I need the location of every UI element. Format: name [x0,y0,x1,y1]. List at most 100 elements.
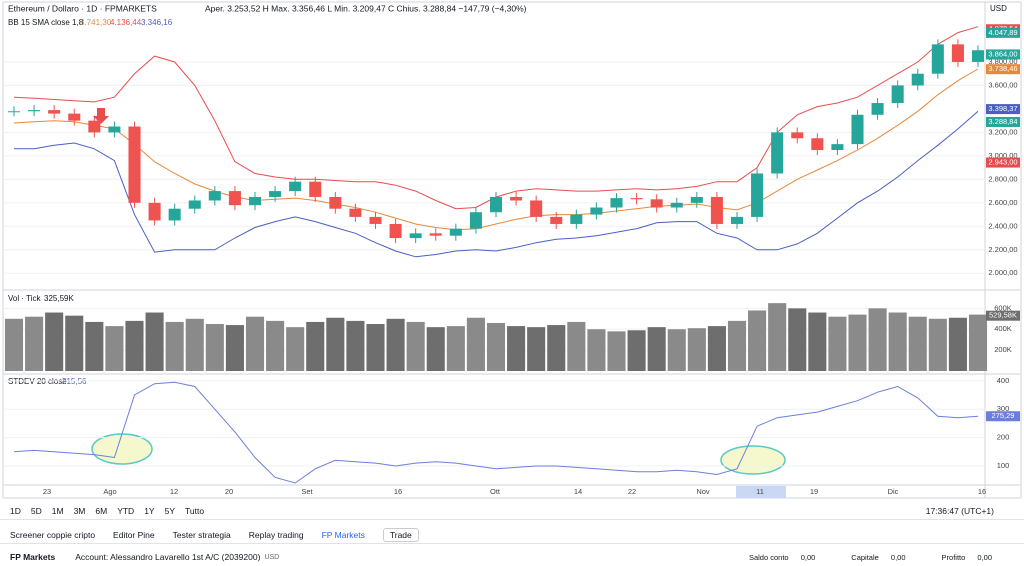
candle-body [510,196,523,201]
y-tick-label: 2.200,00 [988,245,1017,254]
volume-bar [707,326,726,371]
stat-value: 0,00 [800,552,816,562]
candle-body [530,200,543,217]
account-bar: FP Markets Account: Alessandro Lavarello… [0,548,1024,566]
price-tag-label: 3.398,37 [988,104,1017,113]
band-line [14,110,979,258]
volume-bar [727,320,747,371]
volume-bar [828,316,847,371]
x-tick-label: 23 [43,487,51,496]
price-tag-label: 275,29 [992,411,1015,420]
volume-bar [667,329,686,371]
volume-bar [848,314,867,371]
price-tag-label: 4.047,89 [988,28,1017,37]
y-tick-label: 3.600,00 [988,80,1017,89]
candle-body [831,144,844,150]
volume-bar [527,327,546,371]
tab[interactable]: Tester strategia [172,529,231,540]
stdev-value: 215,56 [62,377,87,386]
candle-body [550,216,563,224]
volume-bar [245,316,265,371]
volume-bar [446,326,465,371]
volume-bar [286,327,305,371]
tab[interactable]: Trade [382,527,419,542]
volume-bar [466,317,485,371]
volume-bar [346,320,365,371]
tab[interactable]: Replay trading [248,529,304,540]
chart: Ethereum / Dollaro · 1D · FPMARKETS Aper… [2,1,1022,499]
volume-bar [266,320,285,371]
price-tag [986,64,1020,75]
price-tag-label: 2.943,00 [988,158,1017,167]
candle-body [309,181,322,197]
tab[interactable]: Screener coppie cripto [10,529,96,540]
volume-bar [888,312,907,371]
y-tick-label: 3.000,00 [988,151,1017,160]
range-button[interactable]: 1M [51,506,64,516]
candle-body [710,196,723,224]
volume-bar [306,321,325,371]
candle-body [289,181,302,192]
price-tag [986,27,1020,38]
bb-basis: 3.741,30 [80,18,112,27]
stdev-legend: STDEV 20 close [8,377,67,386]
range-button[interactable]: 1D [10,506,21,516]
tab[interactable]: Editor Pine [113,529,155,540]
candle-body [28,110,41,112]
range-button[interactable]: 1Y [144,506,155,516]
range-button[interactable]: 3M [73,506,86,516]
x-tick-label: Ago [103,487,116,496]
broker: FP Markets [10,552,56,562]
stat-value: 0,00 [890,552,906,562]
volume-bar [165,321,184,371]
price-tag [986,104,1020,115]
stat: Saldo conto 0,00 [749,553,825,562]
range-button[interactable]: Tutto [185,506,205,516]
candle-body [429,233,442,236]
range-button[interactable]: 5Y [164,506,175,516]
x-tick-label: Nov [696,487,710,496]
annotation-ellipse [91,433,153,465]
range-button[interactable]: YTD [117,506,135,516]
candle-body [168,208,181,221]
candle-body [931,44,944,74]
candle-body [449,228,462,236]
range-button[interactable]: 6M [95,506,108,516]
x-tick-label: 16 [978,487,986,496]
account-currency: USD [264,553,280,561]
candle-body [329,196,342,209]
candle-body [369,216,382,224]
price-tag [986,157,1020,168]
volume-bar [607,331,626,371]
account-name[interactable]: Account: Alessandro Lavarello 1st A/C (2… [75,552,261,562]
range-button[interactable]: 5D [30,506,42,516]
stat-label: Saldo conto [748,552,789,562]
annotation-ellipse [720,445,786,475]
price-tag-label: 3.864,00 [988,49,1017,58]
candle-body [650,199,663,208]
x-tick-label: 22 [628,487,636,496]
volume-bar [868,308,887,371]
y-tick-label: 400 [997,376,1010,385]
volume-bar [908,316,927,371]
tab-bar: Screener coppie cripto Editor Pine Teste… [0,526,1024,544]
candle-body [128,126,141,203]
volume-bar [145,312,164,371]
stat-label: Profitto [941,552,966,562]
x-tick-label: 16 [394,487,402,496]
volume-bar [567,321,586,371]
time-highlight [736,486,786,498]
volume-bar [225,325,244,371]
candle-body [269,191,282,197]
candle-body [349,208,362,217]
price-tag [986,116,1020,127]
y-tick-label: 100 [997,461,1010,470]
tab-active[interactable]: FP Markets [321,529,365,540]
y-tick-label: 2.000,00 [988,268,1017,277]
candle-body [88,120,101,133]
candle-body [811,138,824,150]
candle-body [871,103,884,115]
stdev-line [13,381,979,484]
volume-bar [788,308,807,371]
